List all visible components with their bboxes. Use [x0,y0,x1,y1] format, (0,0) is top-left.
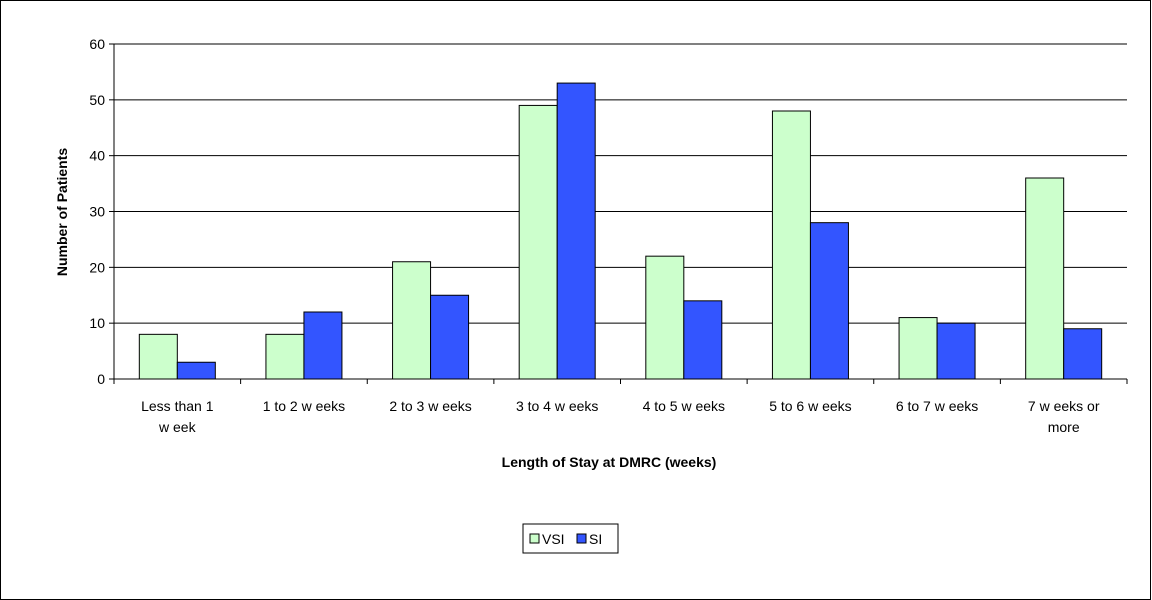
bar-vsi [392,261,432,380]
bar-si [430,294,470,380]
x-tick-label: 3 to 4 w eeks [516,398,599,414]
x-tick-label: 6 to 7 w eeks [896,398,979,414]
x-tick-label: 7 w eeks or more [1028,398,1100,435]
bar-si [303,311,343,380]
y-tick-label: 0 [97,371,105,387]
y-tick-label: 20 [89,259,105,275]
x-tick-label: 1 to 2 w eeks [263,398,346,414]
bar-vsi [1025,177,1065,380]
bar-vsi [771,110,811,380]
legend-swatch-vsi [529,533,540,544]
legend-swatch-si [576,533,587,544]
bars [138,82,1103,380]
axes [109,43,1128,384]
y-tick-label: 10 [89,315,105,331]
y-tick-label: 40 [89,148,105,164]
legend: VSI SI [522,523,619,554]
bar-vsi [518,104,558,380]
x-tick-label: 4 to 5 w eeks [643,398,726,414]
x-tick-label: 2 to 3 w eeks [389,398,472,414]
legend-label-si: SI [589,531,602,547]
y-tick-labels: 0 10 20 30 40 50 60 [89,36,105,387]
bar-si [809,222,849,380]
x-tick-label: 5 to 6 w eeks [769,398,852,414]
y-axis-title: Number of Patients [54,148,70,277]
bar-si [1063,328,1103,380]
bar-vsi [645,255,685,380]
bar-si [556,82,596,380]
bar-si [176,361,216,380]
gridlines [114,43,1127,324]
bar-si [936,322,976,380]
y-tick-label: 30 [89,204,105,220]
legend-label-vsi: VSI [542,531,565,547]
bar-si [683,300,723,380]
bar-vsi [138,333,178,380]
y-tick-label: 60 [89,36,105,52]
y-tick-label: 50 [89,92,105,108]
bar-vsi [265,333,305,380]
x-axis-title: Length of Stay at DMRC (weeks) [502,454,717,470]
bar-vsi [898,317,938,380]
